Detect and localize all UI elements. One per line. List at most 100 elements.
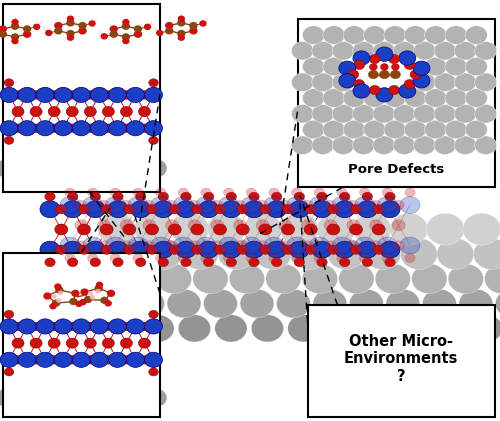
Circle shape — [414, 42, 436, 60]
Circle shape — [13, 322, 23, 331]
Circle shape — [189, 241, 200, 250]
Circle shape — [72, 290, 79, 296]
Circle shape — [146, 245, 158, 254]
Circle shape — [323, 26, 345, 44]
Circle shape — [85, 322, 96, 331]
Circle shape — [166, 241, 177, 250]
Circle shape — [474, 136, 496, 155]
FancyBboxPatch shape — [2, 4, 160, 192]
Circle shape — [198, 241, 218, 258]
Circle shape — [148, 136, 158, 144]
Circle shape — [302, 264, 338, 294]
Circle shape — [106, 237, 126, 254]
Circle shape — [327, 224, 340, 235]
Circle shape — [40, 159, 62, 178]
Circle shape — [470, 315, 500, 342]
Circle shape — [146, 224, 158, 235]
Circle shape — [36, 319, 54, 334]
Circle shape — [49, 124, 59, 133]
Circle shape — [279, 220, 292, 231]
Circle shape — [286, 197, 306, 213]
Circle shape — [50, 304, 56, 309]
Circle shape — [260, 245, 271, 254]
Circle shape — [192, 245, 203, 254]
Circle shape — [136, 258, 146, 266]
Circle shape — [249, 192, 259, 201]
Circle shape — [78, 205, 90, 214]
Circle shape — [10, 389, 32, 407]
Circle shape — [128, 197, 148, 213]
Circle shape — [69, 315, 101, 342]
Circle shape — [12, 23, 18, 29]
Circle shape — [240, 289, 274, 318]
Circle shape — [340, 192, 350, 201]
Circle shape — [124, 245, 135, 254]
Circle shape — [4, 310, 14, 318]
Circle shape — [373, 104, 395, 123]
Circle shape — [144, 352, 162, 368]
Circle shape — [414, 136, 436, 155]
Circle shape — [234, 200, 246, 210]
Circle shape — [434, 315, 466, 342]
Circle shape — [204, 289, 238, 318]
Circle shape — [338, 264, 374, 294]
Circle shape — [405, 188, 415, 197]
Circle shape — [108, 241, 128, 258]
Circle shape — [44, 293, 51, 299]
Circle shape — [70, 159, 92, 178]
Circle shape — [166, 28, 172, 34]
Circle shape — [474, 104, 496, 123]
Circle shape — [130, 201, 150, 218]
Circle shape — [130, 241, 150, 258]
Circle shape — [154, 201, 174, 218]
Circle shape — [158, 258, 168, 266]
Circle shape — [120, 220, 133, 231]
Circle shape — [189, 200, 200, 210]
Circle shape — [0, 121, 18, 136]
Circle shape — [313, 289, 347, 318]
Circle shape — [156, 254, 166, 262]
Circle shape — [101, 205, 112, 214]
Circle shape — [373, 136, 395, 155]
Circle shape — [302, 26, 324, 44]
Circle shape — [67, 20, 74, 26]
Circle shape — [314, 188, 324, 197]
Circle shape — [257, 200, 268, 210]
Circle shape — [249, 258, 259, 266]
Circle shape — [134, 31, 141, 37]
Circle shape — [13, 91, 23, 99]
Circle shape — [317, 258, 327, 266]
Circle shape — [65, 188, 75, 197]
Circle shape — [103, 322, 114, 331]
Circle shape — [244, 241, 264, 258]
Circle shape — [12, 107, 24, 117]
Circle shape — [332, 237, 352, 254]
Circle shape — [292, 104, 314, 123]
Circle shape — [156, 188, 166, 197]
Circle shape — [56, 245, 67, 254]
Circle shape — [13, 124, 23, 133]
Circle shape — [72, 352, 90, 368]
Circle shape — [103, 355, 114, 364]
Circle shape — [364, 89, 386, 107]
Circle shape — [55, 23, 62, 29]
Circle shape — [364, 26, 386, 44]
Circle shape — [176, 201, 196, 218]
Circle shape — [98, 220, 110, 231]
Circle shape — [325, 241, 336, 250]
Circle shape — [302, 120, 324, 139]
Circle shape — [337, 188, 347, 197]
Circle shape — [332, 197, 352, 213]
Circle shape — [234, 220, 246, 231]
Circle shape — [393, 200, 404, 210]
Circle shape — [102, 107, 115, 117]
Circle shape — [134, 213, 172, 245]
Circle shape — [380, 241, 400, 258]
Circle shape — [145, 389, 167, 407]
FancyBboxPatch shape — [298, 19, 495, 187]
Circle shape — [138, 107, 150, 117]
Circle shape — [108, 201, 128, 218]
Circle shape — [354, 213, 392, 245]
Circle shape — [352, 136, 374, 155]
Circle shape — [123, 38, 129, 44]
